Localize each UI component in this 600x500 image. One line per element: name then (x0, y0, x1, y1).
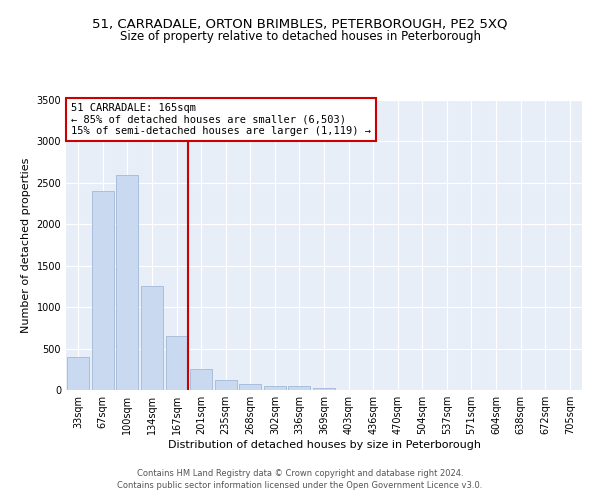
Bar (67, 357, 89, 390)
Text: 51, CARRADALE, ORTON BRIMBLES, PETERBOROUGH, PE2 5XQ: 51, CARRADALE, ORTON BRIMBLES, PETERBORO… (92, 18, 508, 30)
Text: Size of property relative to detached houses in Peterborough: Size of property relative to detached ho… (119, 30, 481, 43)
Bar (166, 336, 188, 390)
Bar (264, 386, 286, 390)
Bar (289, 386, 310, 390)
Bar (92, 191, 114, 390)
Bar (141, 286, 163, 390)
Bar (116, 174, 139, 390)
Bar (313, 388, 335, 390)
Text: Contains HM Land Registry data © Crown copyright and database right 2024.: Contains HM Land Registry data © Crown c… (137, 468, 463, 477)
Bar (215, 380, 237, 390)
Y-axis label: Number of detached properties: Number of detached properties (21, 158, 31, 332)
X-axis label: Distribution of detached houses by size in Peterborough: Distribution of detached houses by size … (167, 440, 481, 450)
Text: Contains public sector information licensed under the Open Government Licence v3: Contains public sector information licen… (118, 481, 482, 490)
Bar (190, 370, 212, 390)
Text: 51 CARRADALE: 165sqm
← 85% of detached houses are smaller (6,503)
15% of semi-de: 51 CARRADALE: 165sqm ← 85% of detached h… (71, 103, 371, 136)
Bar (239, 384, 262, 390)
